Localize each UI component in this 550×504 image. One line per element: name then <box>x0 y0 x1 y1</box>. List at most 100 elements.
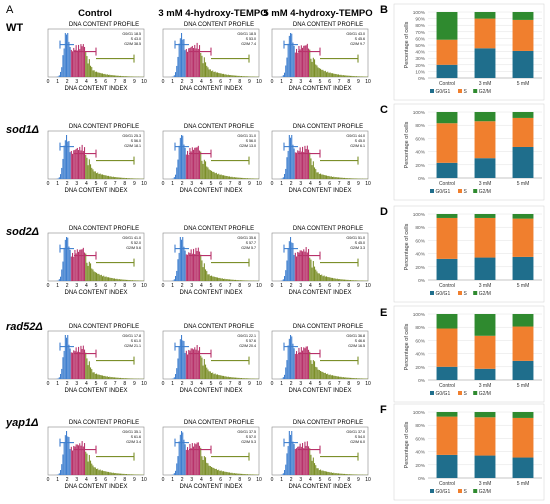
histogram-bin <box>207 274 209 281</box>
histogram-bin <box>172 76 174 77</box>
histogram-bin <box>132 280 134 281</box>
histogram-bin <box>304 45 306 77</box>
histogram-bin <box>223 375 225 379</box>
histogram-title: DNA CONTENT PROFILE <box>184 420 254 426</box>
histogram-bin <box>251 178 253 179</box>
histogram-title: DNA CONTENT PROFILE <box>293 124 363 130</box>
y-tick-label: 30% <box>415 56 425 62</box>
histogram-bin <box>68 437 70 475</box>
histogram-panel: DNA CONTENT PROFILE G0/G1 17.8S 61.0G2/M … <box>47 324 147 394</box>
x-tick-label: 8 <box>347 79 350 85</box>
x-tick-label: 0 <box>47 381 50 387</box>
histogram-bin <box>203 456 205 475</box>
histogram-bin <box>287 43 289 77</box>
histogram-bin <box>282 75 284 77</box>
histogram-bin <box>316 172 318 179</box>
histogram-bin <box>118 473 120 475</box>
histogram-bin <box>91 67 93 77</box>
histogram-bin <box>334 278 336 281</box>
histogram-bin <box>348 75 350 77</box>
histogram-bin <box>136 280 138 281</box>
histogram-bin <box>103 471 105 475</box>
histogram-bin <box>219 375 221 379</box>
histogram-bin <box>58 279 60 281</box>
x-tick-label: 1 <box>56 181 59 187</box>
x-tick-label: 2 <box>290 283 293 289</box>
histogram-bin <box>299 352 301 379</box>
histogram-bin <box>114 75 116 77</box>
x-tick-label: 10 <box>141 79 147 85</box>
histogram-bin <box>173 75 175 77</box>
bar-segment <box>474 368 496 380</box>
histogram-bin <box>357 280 359 281</box>
histogram-bin <box>201 456 203 475</box>
histogram-bin <box>221 375 223 379</box>
histogram-bin <box>293 254 295 281</box>
histogram-panel: DNA CONTENT PROFILE G0/G1 31.0S 56.0G2/M … <box>162 124 262 194</box>
y-tick-label: 40% <box>415 150 425 156</box>
histogram-bin <box>181 239 183 281</box>
histogram-bin <box>334 73 336 77</box>
histogram-bin <box>201 55 203 77</box>
histogram-bin <box>233 279 235 281</box>
x-tick-label: 4 <box>200 477 203 483</box>
histogram-bin <box>238 75 240 77</box>
histogram-bin <box>76 249 78 281</box>
histogram-bin <box>106 376 108 379</box>
histogram-bin <box>310 454 312 475</box>
histogram-bin <box>104 276 106 281</box>
legend-swatch <box>473 291 478 295</box>
histogram-bin <box>211 71 213 77</box>
histogram-bin <box>328 471 330 475</box>
histogram-bin <box>225 279 227 281</box>
histogram-bin <box>312 161 314 179</box>
histogram-bin <box>117 177 119 179</box>
x-tick-label: 5 <box>319 79 322 85</box>
histogram-bin <box>197 350 199 379</box>
histogram-bin <box>214 71 216 77</box>
histogram-bin <box>286 157 288 179</box>
bar-segment <box>436 217 458 259</box>
histogram-bin <box>133 280 135 281</box>
gate-percentage: G2/M 3.4 <box>126 440 141 444</box>
x-tick-label: 3 <box>299 477 302 483</box>
histogram-bin <box>323 373 325 379</box>
histogram-bin <box>91 369 93 379</box>
histogram-bin <box>118 177 120 179</box>
histogram-bin <box>75 347 77 379</box>
histogram-bin <box>57 474 59 475</box>
histogram-bin <box>172 474 174 475</box>
histogram-bin <box>179 38 181 77</box>
bar-segment <box>474 112 496 122</box>
legend-label: G0/G1 <box>436 89 451 95</box>
histogram-bin <box>223 175 225 179</box>
histogram-bin <box>298 45 300 77</box>
histogram-bin <box>233 75 235 77</box>
x-tick-label: 1 <box>280 283 283 289</box>
gate-percentage: S 57.7 <box>246 241 256 245</box>
histogram-bin <box>350 280 352 281</box>
histogram-bin <box>215 468 217 475</box>
histogram-bin <box>353 474 355 475</box>
y-tick-label: 60% <box>415 436 425 442</box>
histogram-bin <box>103 74 105 77</box>
x-tick-label: 0 <box>271 477 274 483</box>
histogram-bin <box>111 472 113 475</box>
histogram-bin <box>335 278 337 281</box>
histogram-bin <box>109 74 111 77</box>
histogram-bin <box>183 439 185 475</box>
histogram-bin <box>200 355 202 379</box>
histogram-bin <box>193 349 195 379</box>
legend-label: G2/M <box>479 89 491 95</box>
histogram-bin <box>109 376 111 379</box>
histogram-bin <box>129 378 131 379</box>
legend-swatch <box>473 189 478 193</box>
histogram-bin <box>206 367 208 379</box>
histogram-bin <box>104 471 106 475</box>
histogram-bin <box>87 63 89 77</box>
histogram-panel: DNA CONTENT PROFILE G0/G1 22.1S 57.6G2/M … <box>162 324 262 394</box>
histogram-bin <box>187 354 189 379</box>
y-tick-label: 90% <box>415 17 425 23</box>
histogram-bin <box>79 249 81 281</box>
histogram-bin <box>99 72 101 77</box>
